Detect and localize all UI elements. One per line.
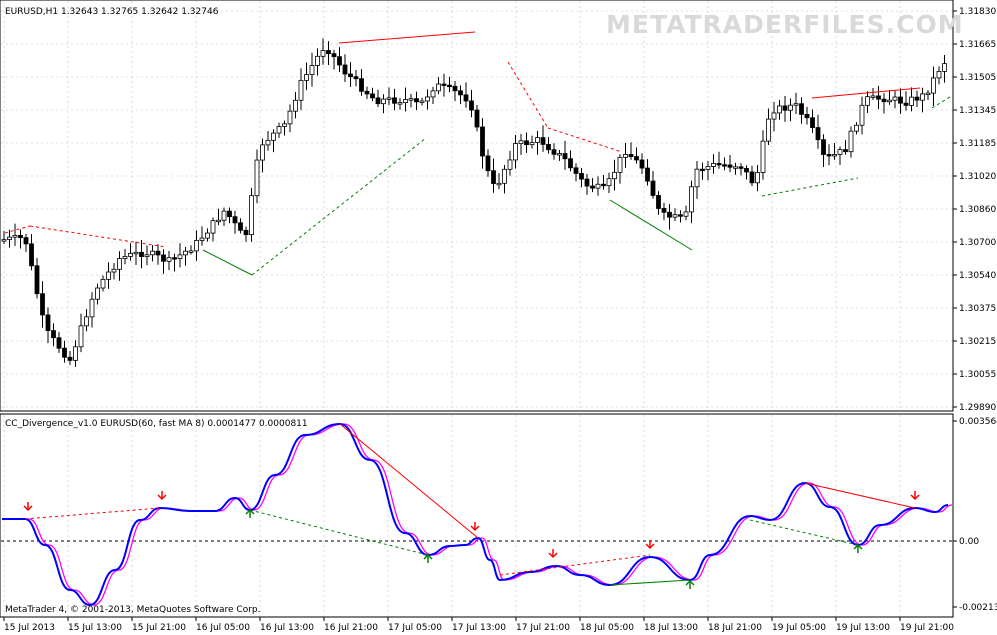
- indicator-label: 0.003564: [959, 417, 997, 427]
- time-label: 17 Jul 13:00: [452, 623, 506, 633]
- time-label: 19 Jul 21:00: [900, 623, 954, 633]
- price-label: 1.29890: [959, 403, 996, 413]
- time-label: 16 Jul 21:00: [324, 623, 378, 633]
- signal-arrows: [23, 491, 920, 589]
- buy-arrow-icon: [685, 579, 695, 589]
- copyright-footer: MetaTrader 4, © 2001-2013, MetaQuotes So…: [5, 605, 261, 615]
- price-label: 1.31830: [959, 7, 996, 17]
- price-label: 1.31505: [959, 73, 996, 83]
- sell-arrow-icon: [645, 540, 655, 550]
- candlesticks: [1, 38, 947, 367]
- buy-arrow-icon: [853, 543, 863, 553]
- sell-arrow-icon: [548, 549, 558, 559]
- price-label: 1.31665: [959, 40, 996, 50]
- indicator-label: 0.00: [959, 537, 979, 547]
- time-label: 15 Jul 2013: [4, 623, 55, 633]
- sell-arrow-icon: [470, 522, 480, 532]
- indicator-axis: 0.003564 0.00 -0.002130: [953, 417, 997, 613]
- indicator-panel[interactable]: CC_Divergence_v1.0 EURUSD(60, fast MA 8)…: [0, 413, 954, 618]
- price-label: 1.30700: [959, 238, 996, 248]
- sell-arrow-icon: [23, 502, 33, 512]
- time-label: 16 Jul 05:00: [196, 623, 250, 633]
- price-label: 1.30375: [959, 304, 996, 314]
- time-label: 15 Jul 21:00: [132, 623, 186, 633]
- time-label: 18 Jul 13:00: [644, 623, 698, 633]
- price-label: 1.30540: [959, 271, 996, 281]
- indicator-title: CC_Divergence_v1.0 EURUSD(60, fast MA 8)…: [5, 419, 308, 429]
- time-label: 17 Jul 21:00: [516, 623, 570, 633]
- indicator-label: -0.002130: [959, 603, 997, 613]
- watermark: METATRADERFILES.COM: [606, 10, 964, 39]
- chart-title: EURUSD,H1 1.32643 1.32765 1.32642 1.3274…: [5, 7, 219, 17]
- price-label: 1.31020: [959, 172, 996, 182]
- price-label: 1.30860: [959, 205, 996, 215]
- time-label: 18 Jul 21:00: [708, 623, 762, 633]
- sell-arrow-icon: [157, 491, 167, 501]
- buy-arrow-icon: [423, 553, 433, 563]
- sell-arrow-icon: [910, 491, 920, 501]
- time-label: 15 Jul 13:00: [68, 623, 122, 633]
- divergence-lines: [4, 31, 951, 276]
- buy-arrow-icon: [245, 508, 255, 518]
- price-label: 1.31345: [959, 106, 996, 116]
- time-label: 16 Jul 13:00: [260, 623, 314, 633]
- price-panel[interactable]: METATRADERFILES.COM EURUSD,H1 1.32643 1.…: [0, 0, 964, 412]
- price-label: 1.31185: [959, 139, 996, 149]
- price-axis: 1.31830 1.31665 1.31505 1.31345 1.31185 1.310…: [953, 7, 996, 413]
- price-label: 1.30215: [959, 337, 996, 347]
- time-label: 18 Jul 05:00: [580, 623, 634, 633]
- time-label: 17 Jul 05:00: [388, 623, 442, 633]
- time-label: 19 Jul 13:00: [836, 623, 890, 633]
- time-label: 19 Jul 05:00: [772, 623, 826, 633]
- indicator-divergence-lines: [24, 423, 916, 586]
- time-axis: 15 Jul 2013 15 Jul 13:00 15 Jul 21:00 16 Ju…: [3, 617, 954, 633]
- price-label: 1.30055: [959, 370, 996, 380]
- indicator-lines: [2, 422, 953, 607]
